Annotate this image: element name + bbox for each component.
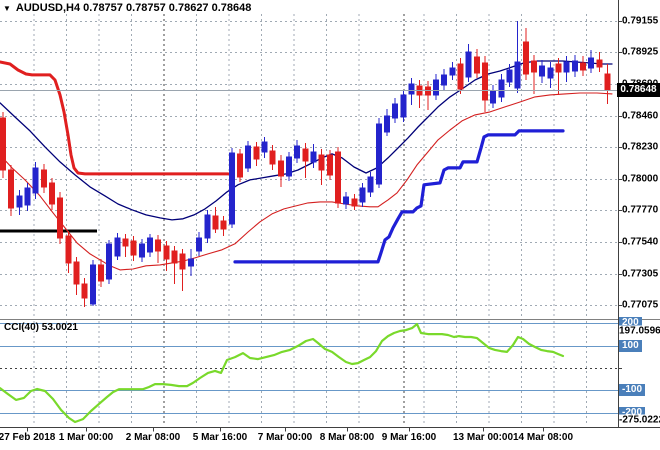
symbol-dropdown-icon[interactable]: ▼ xyxy=(3,3,11,13)
chart-title: ▼ AUDUSD,H4 0.78757 0.78757 0.78627 0.78… xyxy=(3,2,251,14)
symbol-ohlc-label: AUDUSD,H4 0.78757 0.78757 0.78627 0.7864… xyxy=(15,2,252,14)
cci-indicator-label: CCI(40) 53.0021 xyxy=(4,322,78,333)
current-price-box: 0.78648 xyxy=(617,83,660,97)
